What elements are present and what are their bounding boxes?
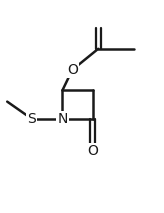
Text: N: N [57, 112, 68, 126]
Text: O: O [67, 63, 78, 77]
Text: O: O [87, 144, 98, 158]
Text: S: S [27, 112, 36, 126]
